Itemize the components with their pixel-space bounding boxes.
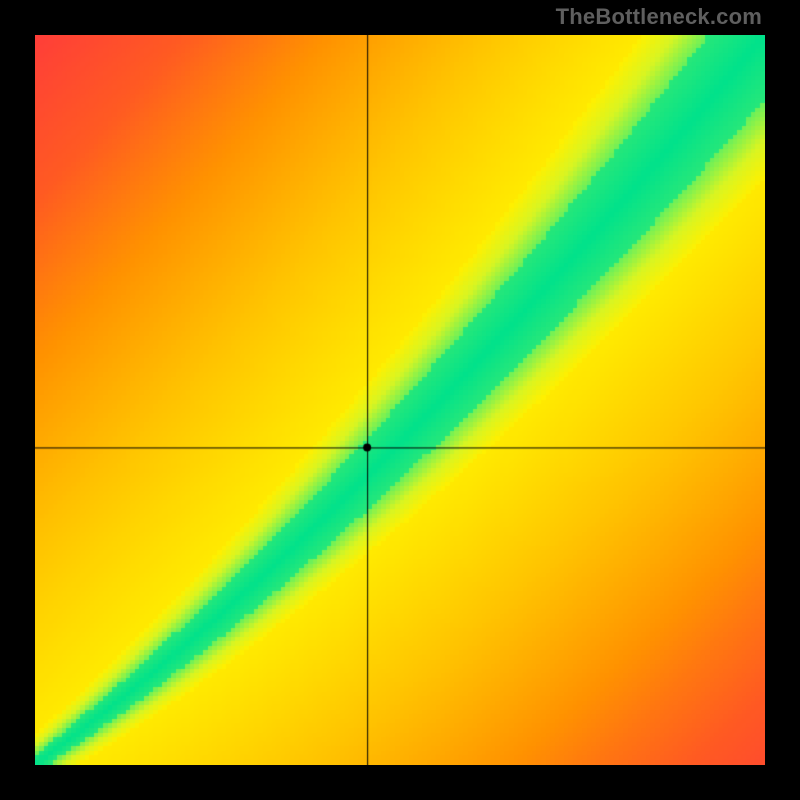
chart-container: TheBottleneck.com (0, 0, 800, 800)
bottleneck-heatmap (35, 35, 765, 765)
watermark-label: TheBottleneck.com (556, 4, 762, 30)
